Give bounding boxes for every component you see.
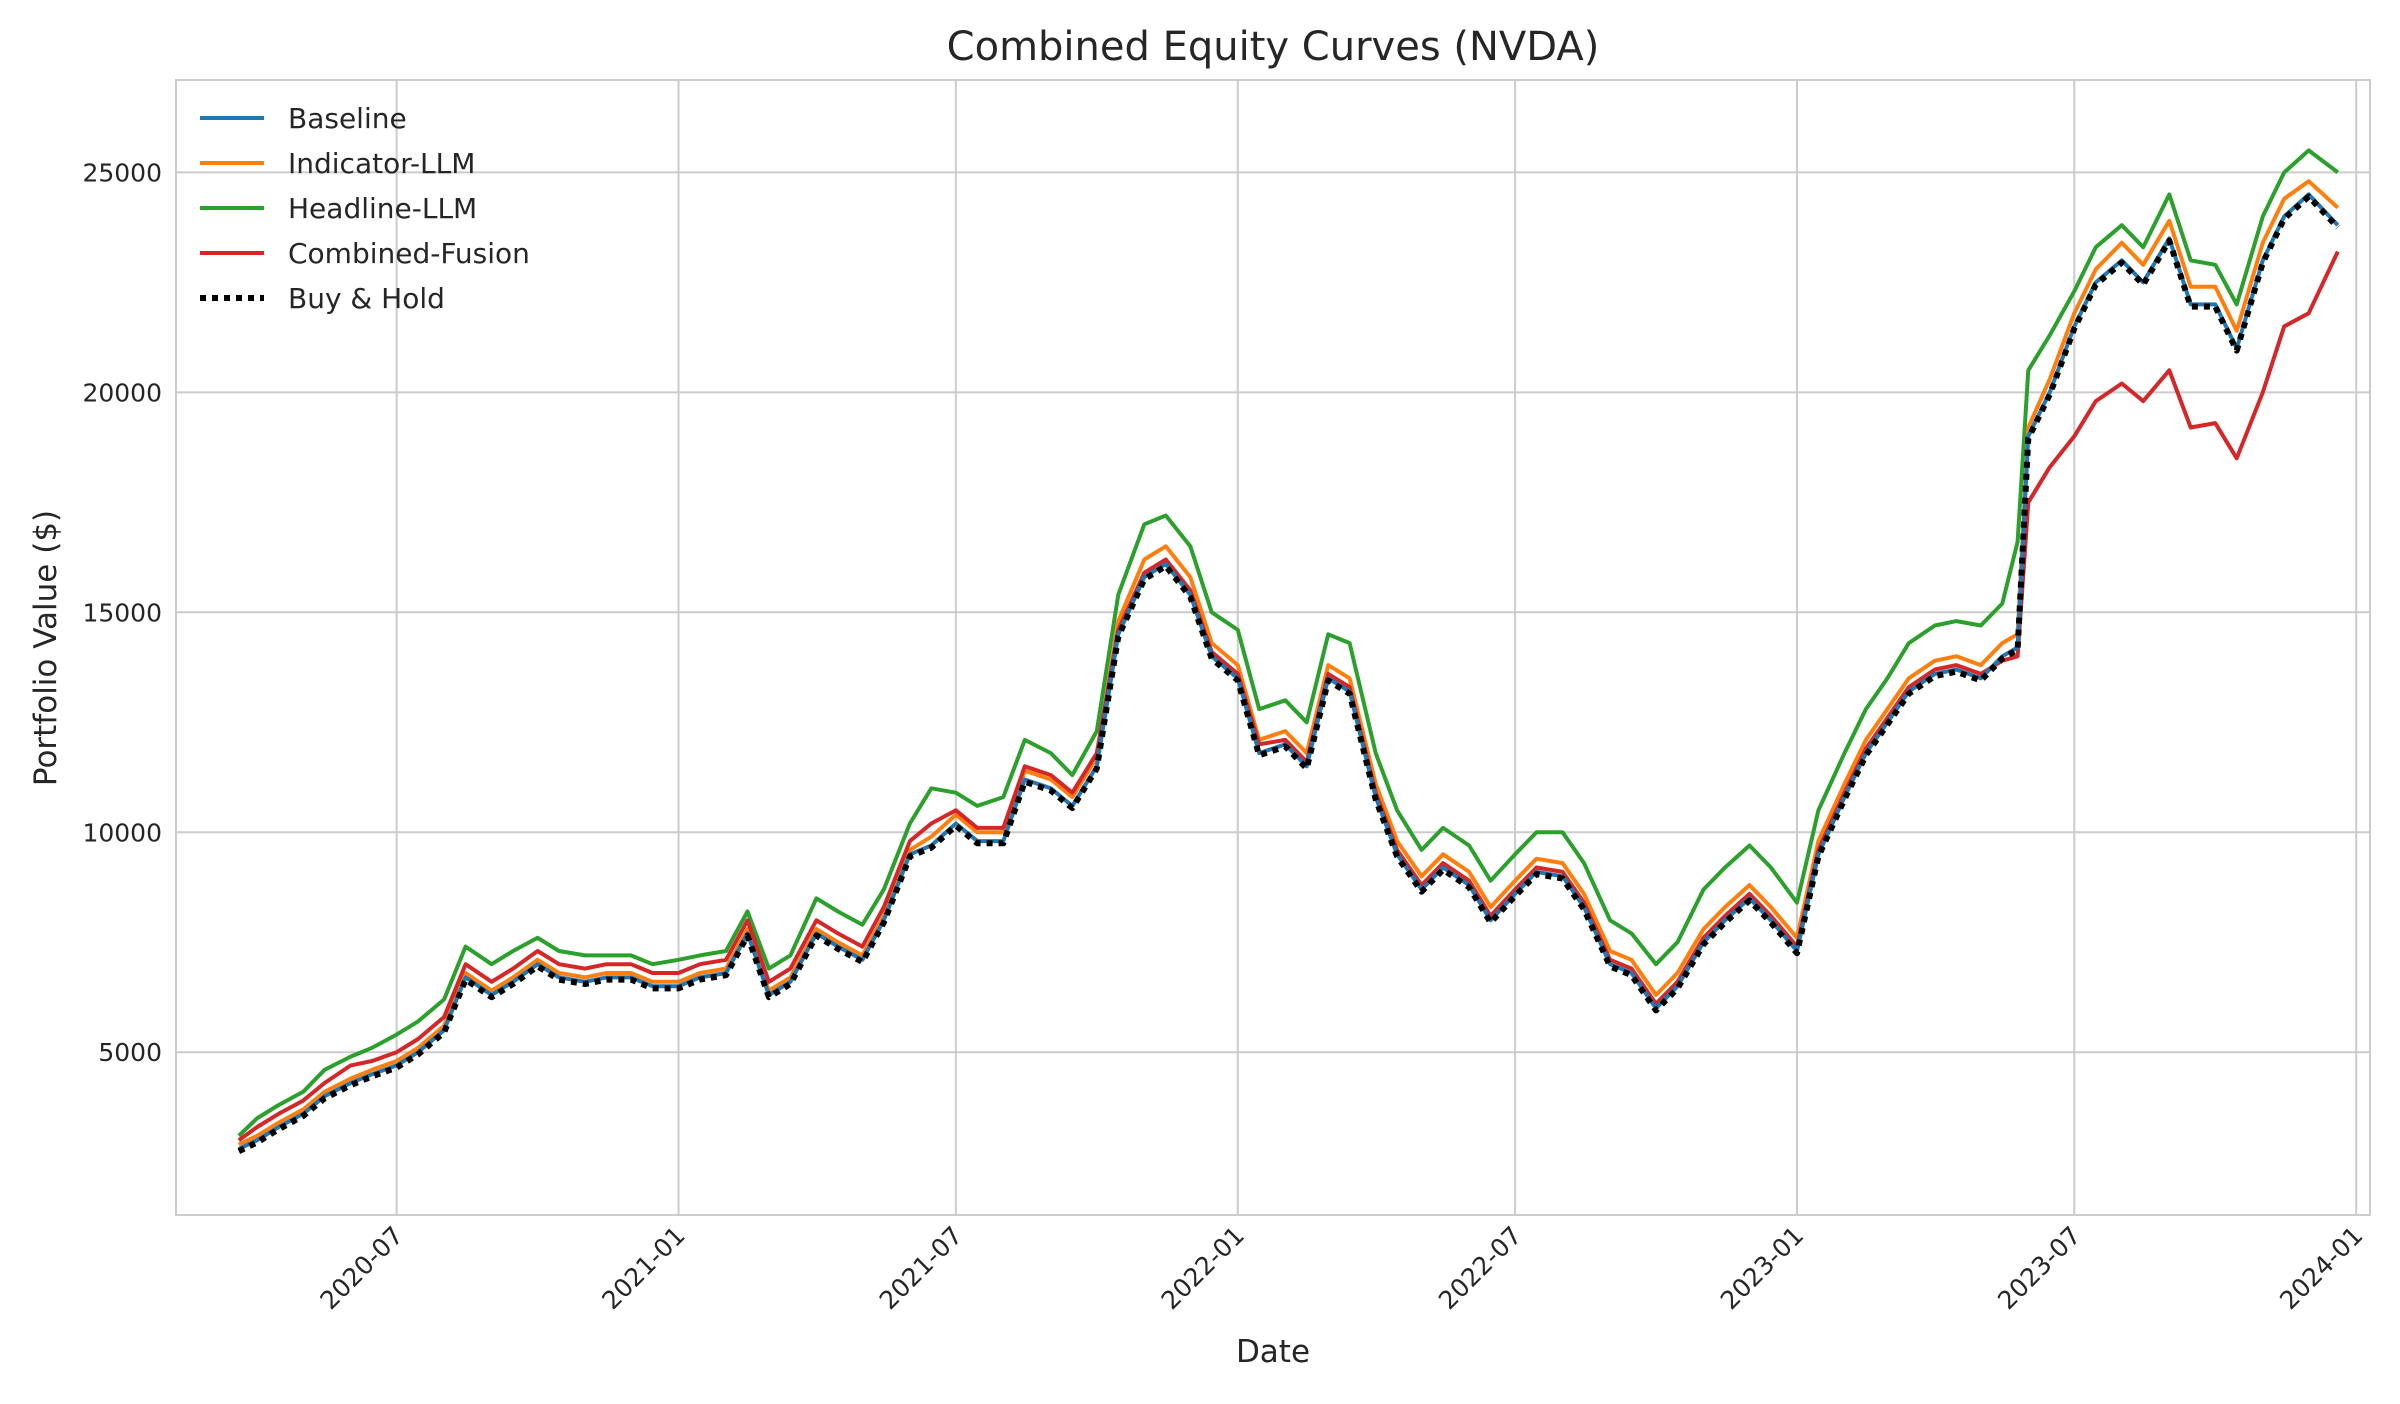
legend-label-indicator-llm: Indicator-LLM [288,147,475,180]
grid-lines [176,80,2370,1215]
x-axis-label: Date [1236,1334,1310,1370]
series-line-headline-llm [237,148,2340,1138]
series-lines [237,148,2340,1154]
y-tick-label: 25000 [82,158,162,187]
y-tick-label: 20000 [82,378,162,407]
chart-title: Combined Equity Curves (NVDA) [947,24,1600,70]
legend: Baseline Indicator-LLM Headline-LLM Combine… [200,102,530,315]
y-tick-label: 10000 [82,818,162,847]
y-axis-label: Portfolio Value ($) [28,510,64,786]
plot-frame [175,79,2371,1216]
series-line-combined-fusion [237,250,2340,1142]
series-line-buy-hold [237,193,2340,1154]
legend-label-buy-hold: Buy & Hold [288,282,445,315]
legend-label-combined-fusion: Combined-Fusion [288,237,530,270]
y-tick-label: 15000 [82,598,162,627]
legend-label-headline-llm: Headline-LLM [288,192,477,225]
y-tick-label: 5000 [98,1038,162,1067]
legend-label-baseline: Baseline [288,102,407,135]
series-line-indicator-llm [237,179,2340,1147]
